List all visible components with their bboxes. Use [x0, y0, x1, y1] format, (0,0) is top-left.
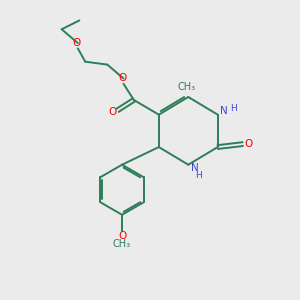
- Text: CH₃: CH₃: [178, 82, 196, 92]
- Text: N: N: [191, 163, 199, 173]
- Text: O: O: [244, 139, 253, 149]
- Text: O: O: [73, 38, 81, 48]
- Text: O: O: [118, 74, 126, 83]
- Text: O: O: [108, 107, 116, 117]
- Text: N: N: [220, 106, 228, 116]
- Text: O: O: [118, 231, 126, 241]
- Text: H: H: [195, 170, 202, 179]
- Text: H: H: [230, 104, 236, 113]
- Text: CH₃: CH₃: [113, 239, 131, 249]
